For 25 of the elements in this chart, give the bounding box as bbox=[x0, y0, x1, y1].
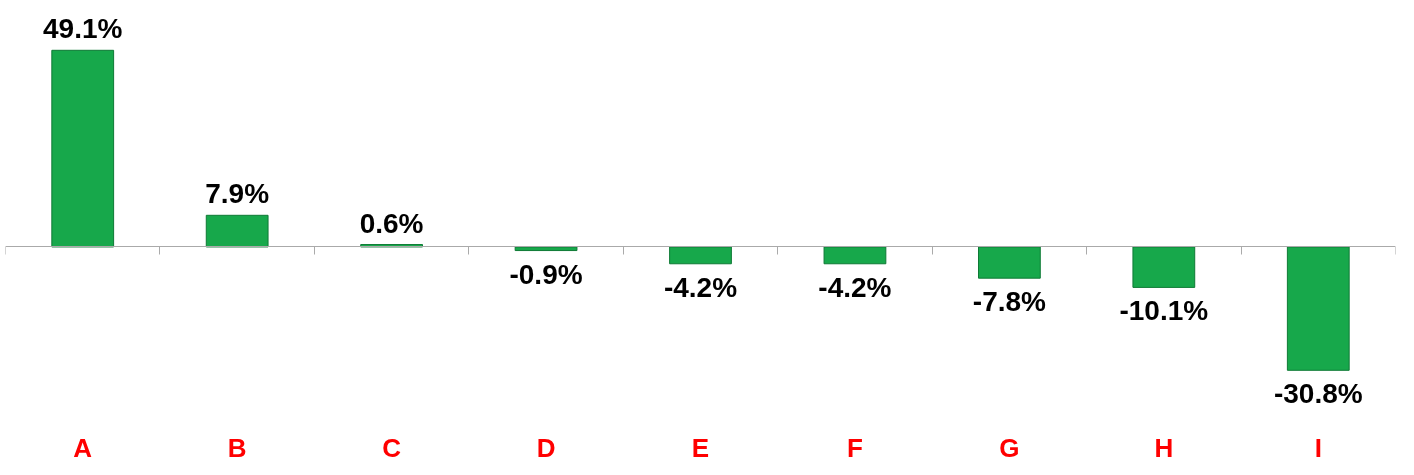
x-tick-label: A bbox=[73, 432, 93, 463]
data-label: -10.1% bbox=[1119, 295, 1209, 327]
bar bbox=[669, 246, 732, 265]
x-tick-label: H bbox=[1154, 432, 1174, 463]
x-tick-label: C bbox=[382, 432, 402, 463]
x-tick-label: G bbox=[999, 432, 1020, 463]
data-label: -0.9% bbox=[509, 258, 583, 290]
data-label: 7.9% bbox=[205, 178, 270, 210]
data-label: -7.8% bbox=[972, 286, 1047, 318]
bar bbox=[823, 246, 887, 265]
x-tick-label: B bbox=[227, 432, 247, 463]
bar bbox=[978, 246, 1041, 279]
data-label: 0.6% bbox=[359, 207, 424, 239]
data-label: -4.2% bbox=[663, 271, 738, 303]
data-label: -4.2% bbox=[818, 271, 892, 303]
bar bbox=[205, 214, 269, 248]
x-tick-label: F bbox=[847, 432, 863, 463]
bar bbox=[1286, 246, 1350, 371]
bar bbox=[1132, 246, 1196, 288]
data-label: 49.1% bbox=[43, 13, 123, 45]
data-label: -30.8% bbox=[1273, 378, 1363, 410]
bar bbox=[51, 49, 115, 248]
x-tick-label: D bbox=[536, 432, 556, 463]
x-tick-label: E bbox=[691, 432, 710, 463]
x-tick-label: I bbox=[1314, 432, 1322, 463]
